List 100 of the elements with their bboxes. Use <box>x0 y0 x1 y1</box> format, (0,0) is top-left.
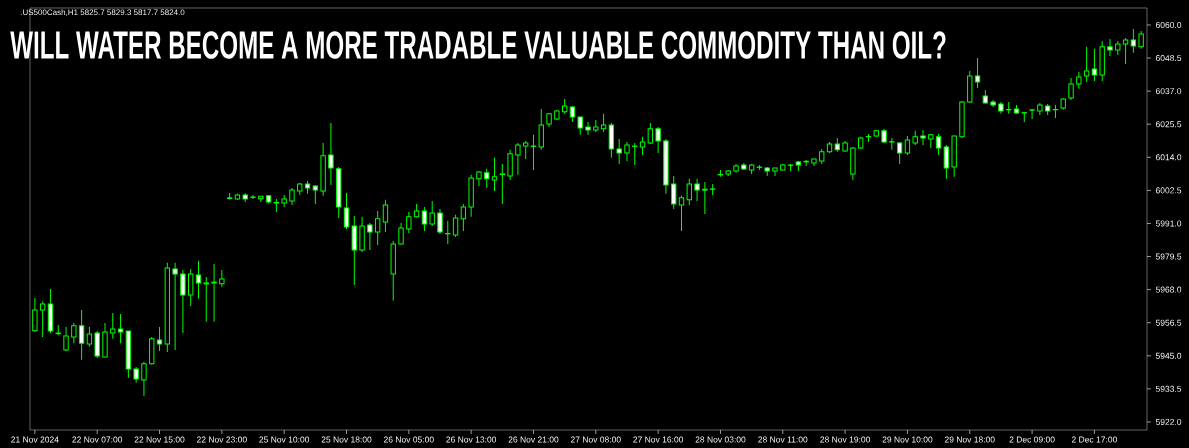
candlestick <box>359 216 365 253</box>
candlestick <box>367 222 373 251</box>
candlestick <box>904 135 911 156</box>
x-tick-label: 27 Nov 08:00 <box>570 436 621 443</box>
x-tick-label: 26 Nov 13:00 <box>446 436 497 443</box>
candlestick <box>328 122 334 186</box>
candlestick <box>63 326 69 352</box>
candlestick <box>1122 37 1129 65</box>
candlestick <box>632 142 638 166</box>
candlestick <box>1029 109 1035 120</box>
x-tick-label: 26 Nov 05:00 <box>383 436 434 443</box>
candlestick <box>141 361 147 397</box>
candlestick <box>896 141 903 165</box>
x-tick-label: 22 Nov 23:00 <box>196 436 247 443</box>
x-tick-label: 29 Nov 18:00 <box>944 436 995 443</box>
candlestick <box>974 57 981 89</box>
candlestick <box>484 168 490 189</box>
candlestick <box>32 297 38 333</box>
candlestick <box>507 149 513 181</box>
candlestick <box>772 167 778 177</box>
candlestick <box>374 210 381 246</box>
candlestick <box>406 211 412 234</box>
x-tick-label: 28 Nov 03:00 <box>695 436 746 443</box>
candlestick <box>616 138 622 165</box>
candlestick <box>491 157 498 192</box>
x-tick-label: 25 Nov 10:00 <box>259 436 310 443</box>
candlestick <box>219 269 225 288</box>
candlestick <box>515 142 521 176</box>
candlestick <box>608 122 615 159</box>
candlestick <box>86 326 93 348</box>
candlestick <box>94 330 100 359</box>
candlestick <box>203 276 209 323</box>
candlestick <box>624 141 630 162</box>
candlestick <box>445 220 451 245</box>
candlestick <box>694 178 700 202</box>
candlestick <box>398 222 404 245</box>
candlestick <box>639 136 646 156</box>
candlestick <box>172 262 178 351</box>
x-tick-label: 28 Nov 11:00 <box>758 436 808 443</box>
candlestick <box>538 108 544 151</box>
chart-title: WILL WATER BECOME A MORE TRADABLE VALUABLE COMMODITY THAN OIL? <box>10 31 946 59</box>
candlestick <box>421 206 428 232</box>
candlestick <box>351 215 357 286</box>
x-tick-label: 28 Nov 19:00 <box>820 436 871 443</box>
candlestick <box>600 113 607 133</box>
candlestick <box>452 214 459 238</box>
x-tick-label: 22 Nov 15:00 <box>134 436 185 443</box>
y-tick-label: 5933.5 <box>1155 385 1182 392</box>
x-tick-label: 22 Nov 07:00 <box>72 436 123 443</box>
x-tick-label: 29 Nov 10:00 <box>882 436 933 443</box>
candlestick <box>585 121 591 136</box>
y-tick-label: 6014.0 <box>1155 154 1182 161</box>
y-tick-label: 5922.0 <box>1155 418 1182 425</box>
candlestick <box>686 178 692 206</box>
candlestick <box>935 133 942 156</box>
candlestick <box>188 268 194 307</box>
x-tick-label: 26 Nov 21:00 <box>508 436 559 443</box>
y-tick-label: 6060.0 <box>1155 21 1182 28</box>
candlestick <box>530 134 537 171</box>
candlestick <box>678 195 685 232</box>
x-tick-label: 27 Nov 16:00 <box>633 436 684 443</box>
candlestick <box>460 203 467 232</box>
candlestick <box>117 313 124 344</box>
candlestick <box>920 129 926 146</box>
candlestick <box>523 140 529 160</box>
y-tick-label: 6037.0 <box>1155 88 1182 95</box>
candlestick <box>250 194 256 200</box>
candlestick <box>437 208 443 235</box>
candlestick <box>110 312 116 340</box>
y-tick-label: 6048.5 <box>1155 55 1182 62</box>
y-tick-label: 5956.5 <box>1155 319 1182 326</box>
y-tick-label: 6002.5 <box>1155 187 1182 194</box>
candlestick <box>1091 48 1098 82</box>
candlestick <box>39 300 46 338</box>
candlestick <box>195 260 202 300</box>
candlestick <box>889 137 895 151</box>
candlestick <box>78 309 85 361</box>
x-tick-label: 25 Nov 18:00 <box>321 436 372 443</box>
candlestick <box>156 326 163 352</box>
candlestick <box>1068 77 1074 101</box>
candlestick <box>71 322 77 344</box>
candlestick <box>943 144 950 180</box>
candlestick <box>671 175 677 210</box>
candlestick <box>343 192 350 230</box>
y-tick-label: 5945.0 <box>1155 352 1182 359</box>
candlestick <box>1006 101 1012 115</box>
y-tick-label: 5991.0 <box>1155 220 1182 227</box>
candlestick <box>1083 46 1090 83</box>
candlestick <box>1130 28 1137 54</box>
candlestick <box>702 181 708 215</box>
x-tick-label: 21 Nov 2024 <box>11 436 59 443</box>
candlestick <box>499 163 505 205</box>
candlestick <box>655 126 661 154</box>
y-tick-label: 6025.5 <box>1155 121 1182 128</box>
candlestick <box>180 269 186 334</box>
chart-subtitle: .US500Cash,H1 5825.7 5829.3 5817.7 5824.0 <box>20 9 185 17</box>
candlestick <box>1107 38 1113 57</box>
candlestick <box>429 200 435 227</box>
x-tick-label: 2 Dec 17:00 <box>1071 436 1117 443</box>
candlestick <box>382 199 389 233</box>
